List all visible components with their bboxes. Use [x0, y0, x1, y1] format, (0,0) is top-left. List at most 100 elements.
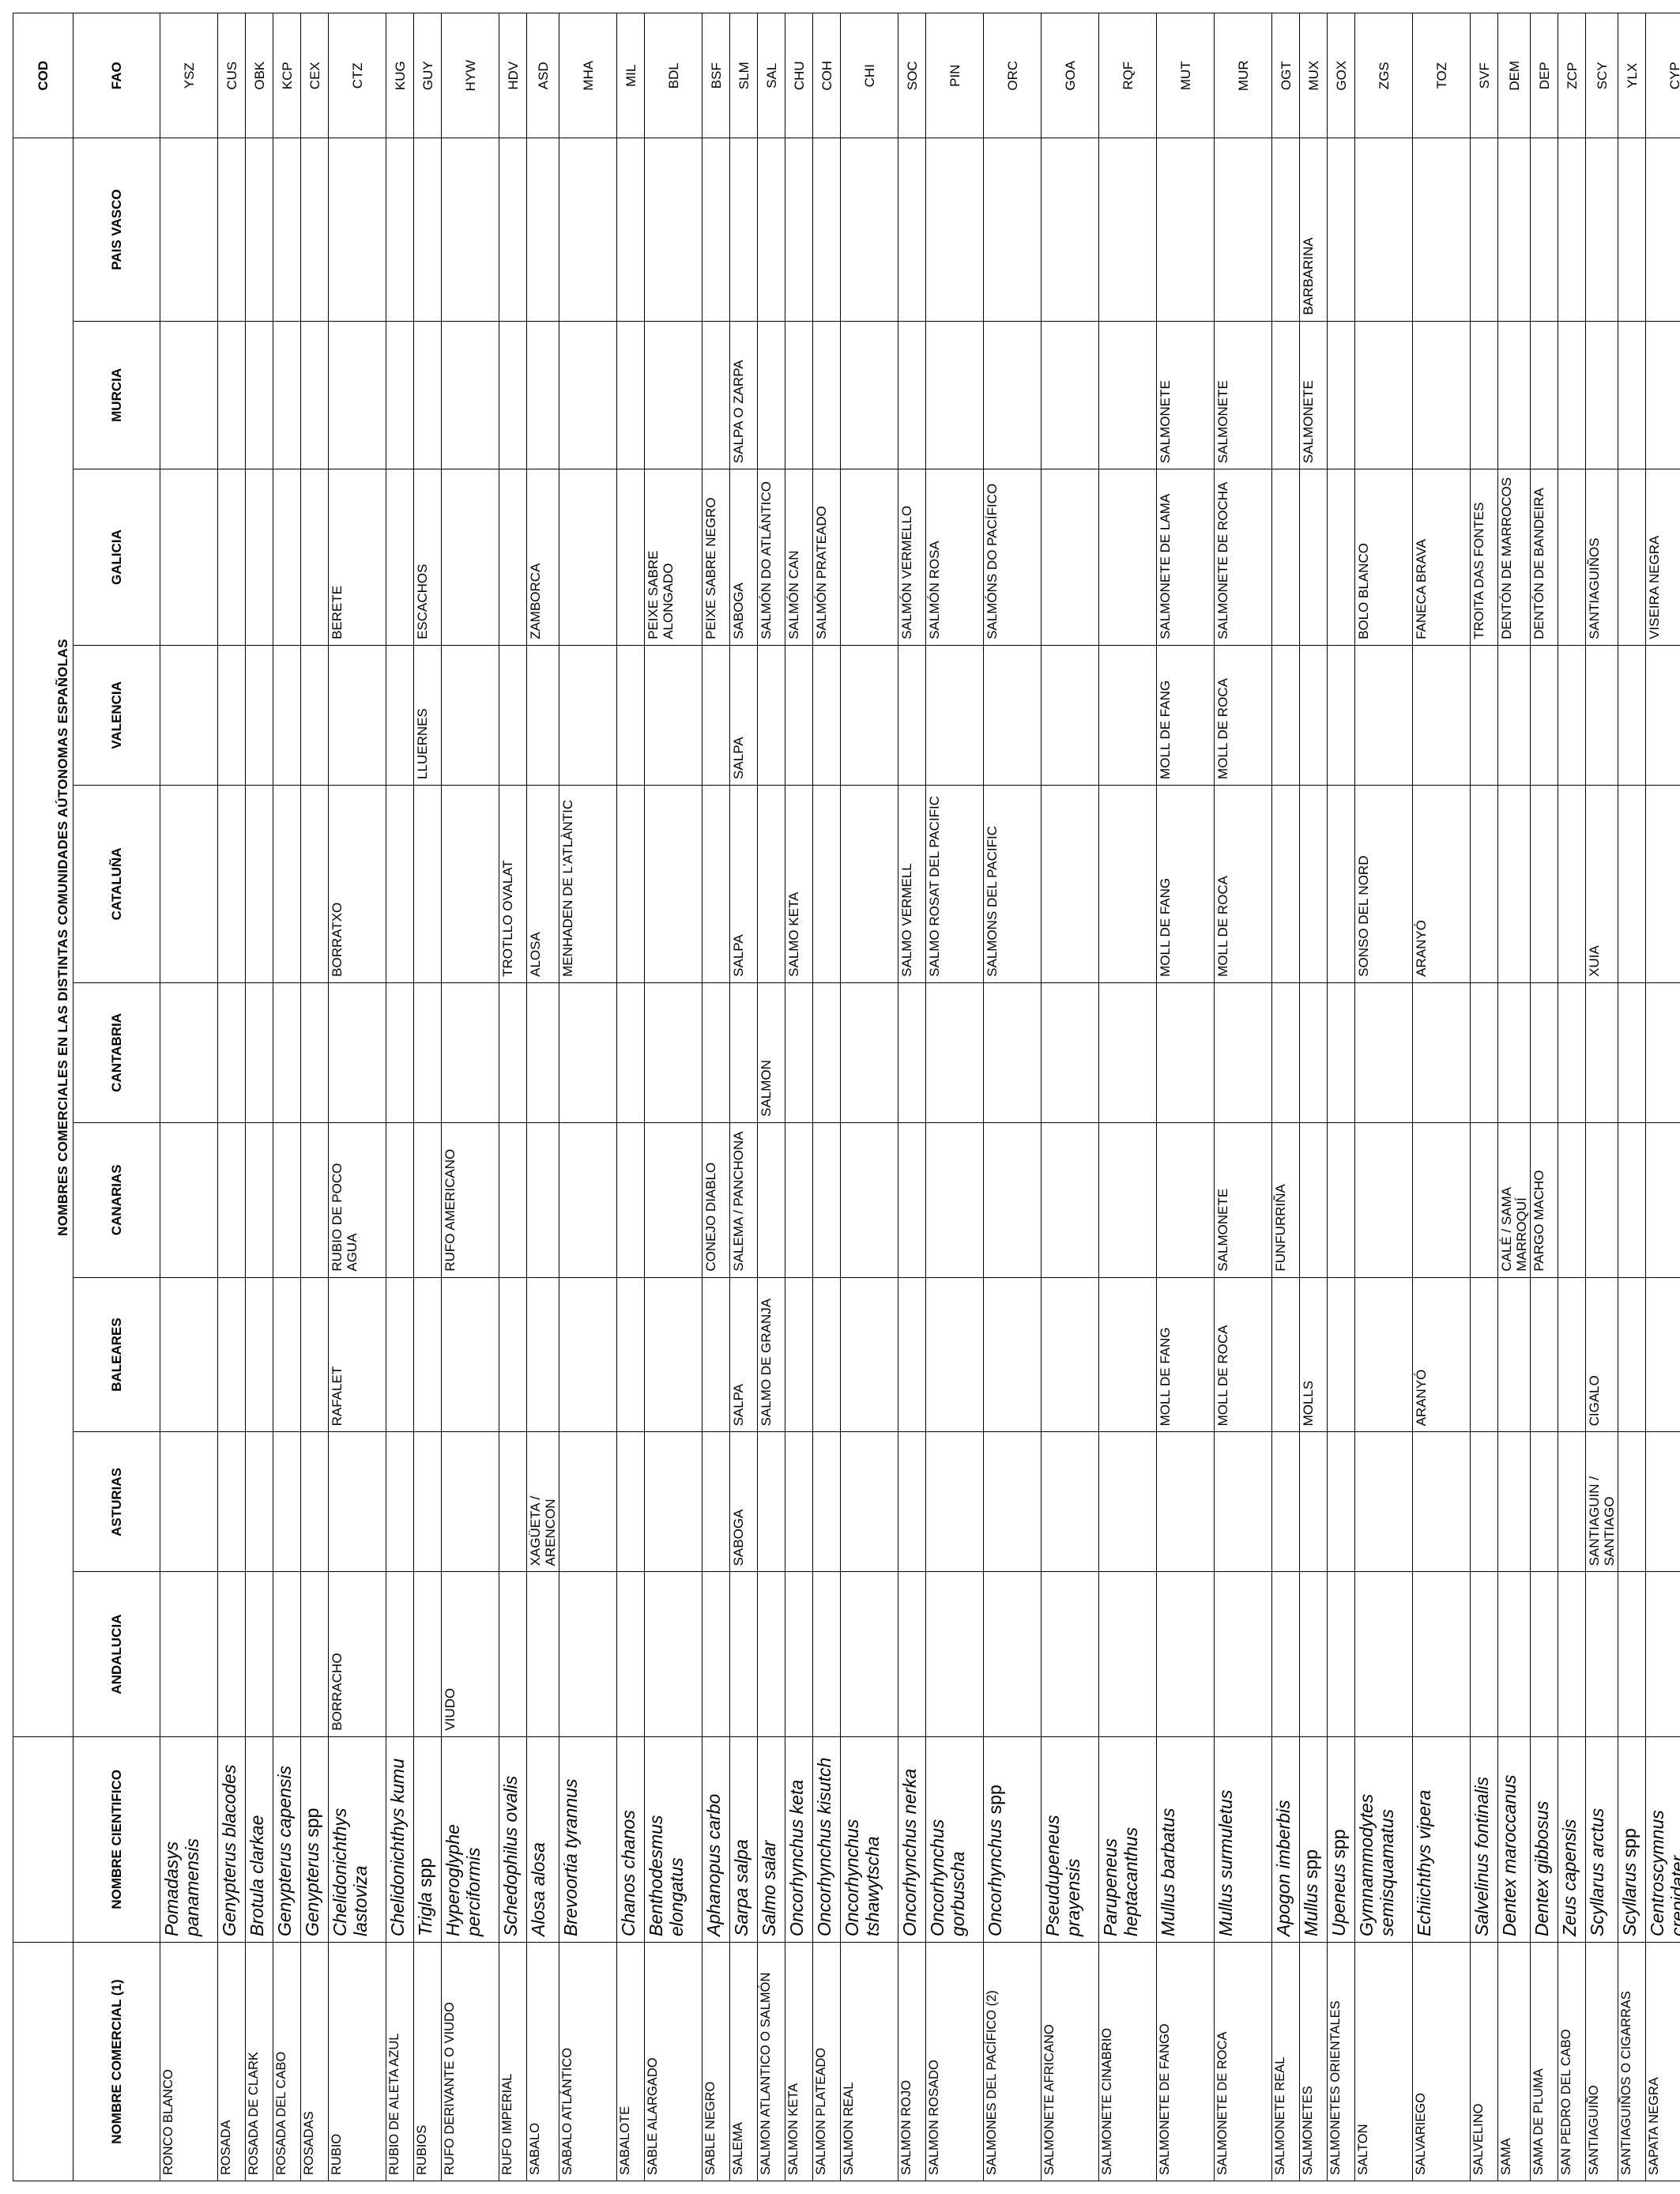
- region-name-cell: [1299, 469, 1328, 646]
- region-name-cell: [1645, 1277, 1680, 1432]
- region-name-cell: [785, 982, 813, 1123]
- region-name-cell: [300, 321, 329, 469]
- region-name-cell: [840, 138, 898, 322]
- table-row: SABLE ALARGADO Benthodesmus elongatus PEIX…: [644, 13, 703, 2181]
- region-name-cell: [644, 645, 703, 786]
- region-name-cell: [1558, 469, 1586, 646]
- region-name-cell: [1354, 1571, 1413, 1737]
- region-name-cell: [1354, 982, 1413, 1123]
- region-name-cell: [413, 1122, 442, 1278]
- region-name-cell: [160, 982, 218, 1123]
- region-name-cell: SALPA: [729, 645, 758, 786]
- fao-code-cell: TOZ: [1412, 13, 1471, 138]
- region-name-cell: [526, 321, 559, 469]
- region-name-cell: [441, 645, 499, 786]
- region-name-cell: [1271, 469, 1300, 646]
- region-name-cell: [1497, 785, 1531, 983]
- region-name-cell: [300, 1277, 329, 1432]
- region-name-cell: [217, 321, 246, 469]
- fao-code-cell: HYW: [441, 13, 499, 138]
- region-name-cell: [840, 321, 898, 469]
- region-name-cell: [898, 645, 926, 786]
- region-name-cell: [526, 138, 559, 322]
- region-name-cell: [1618, 1571, 1646, 1737]
- region-name-cell: [812, 1431, 841, 1572]
- commercial-name-cell: SAPATA NEGRA: [1645, 1942, 1680, 2181]
- region-name-cell: [1645, 1571, 1680, 1737]
- region-name-cell: [526, 1122, 559, 1278]
- region-name-cell: [840, 982, 898, 1123]
- region-name-cell: [160, 645, 218, 786]
- fao-code-cell: SCY: [1585, 13, 1618, 138]
- commercial-names-table: NOMBRES COMERCIALES EN LAS DISTINTAS COM…: [13, 13, 1680, 2181]
- region-name-cell: SALMONETE: [1214, 321, 1272, 469]
- table-row: RUBIO DE ALETA AZUL Chelidonichthys kumu K…: [386, 13, 414, 2181]
- table-row: SALMON ROJO Oncorhynchus nerka SALMO VERME…: [898, 13, 926, 2181]
- fao-code-cell: MIL: [616, 13, 645, 138]
- region-name-cell: [441, 785, 499, 983]
- region-name-cell: [1530, 645, 1558, 786]
- region-name-cell: [757, 138, 785, 322]
- region-name-cell: BORRACHO: [328, 1571, 386, 1737]
- commercial-name-cell: SAN PEDRO DEL CABO: [1558, 1942, 1586, 2181]
- region-name-cell: [840, 645, 898, 786]
- region-name-cell: [499, 1571, 527, 1737]
- region-name-cell: [812, 321, 841, 469]
- table-row: ROSADA DEL CABO Genypterus capensis KCP: [273, 13, 301, 2181]
- region-name-cell: [273, 469, 301, 646]
- commercial-name-cell: SALMON REAL: [840, 1942, 898, 2181]
- region-name-cell: [245, 1571, 273, 1737]
- fao-code-cell: SAL: [757, 13, 785, 138]
- region-name-cell: SALMÓN ROSA: [925, 469, 984, 646]
- region-name-cell: [840, 1431, 898, 1572]
- region-name-cell: [702, 1431, 730, 1572]
- region-name-cell: [217, 785, 246, 983]
- region-name-cell: [328, 982, 386, 1123]
- region-name-cell: [983, 1431, 1042, 1572]
- region-name-cell: [1558, 1277, 1586, 1432]
- scientific-name-cell: Scyllarus arctus: [1585, 1736, 1618, 1943]
- region-name-cell: [1098, 1571, 1157, 1737]
- region-name-cell: [1618, 321, 1646, 469]
- fao-code-cell: MUX: [1299, 13, 1328, 138]
- region-name-cell: [1530, 982, 1558, 1123]
- region-name-cell: [616, 1122, 645, 1278]
- region-name-cell: [1041, 1277, 1099, 1432]
- region-name-cell: VISEIRA NEGRA: [1645, 469, 1680, 646]
- fao-code-cell: HDV: [499, 13, 527, 138]
- region-name-cell: [217, 138, 246, 322]
- column-header-cataluna: CATALUÑA: [73, 785, 160, 983]
- region-name-cell: [812, 1571, 841, 1737]
- region-name-cell: [812, 982, 841, 1123]
- region-name-cell: [499, 1431, 527, 1572]
- table-row: SANTIAGUIÑO Scyllarus arctus SANTIAGUIN / …: [1585, 13, 1618, 2181]
- region-name-cell: [328, 138, 386, 322]
- region-name-cell: [702, 138, 730, 322]
- region-name-cell: [1618, 785, 1646, 983]
- region-name-cell: [273, 1277, 301, 1432]
- region-name-cell: [1470, 982, 1498, 1123]
- region-name-cell: [1470, 1571, 1498, 1737]
- region-name-cell: [245, 1431, 273, 1572]
- region-name-cell: MOLL DE ROCA: [1214, 1277, 1272, 1432]
- column-header-commercial-name: NOMBRE COMERCIAL (1): [73, 1942, 160, 2181]
- fao-code-cell: MUR: [1214, 13, 1272, 138]
- rotated-page: NOMBRES COMERCIALES EN LAS DISTINTAS COM…: [13, 13, 1680, 2181]
- region-name-cell: [526, 645, 559, 786]
- region-name-cell: [1327, 1571, 1355, 1737]
- region-name-cell: [785, 645, 813, 786]
- region-name-cell: [1041, 321, 1099, 469]
- scientific-name-cell: Oncorhynchus keta: [785, 1736, 813, 1943]
- region-name-cell: [1412, 982, 1471, 1123]
- region-name-cell: ALOSA: [526, 785, 559, 983]
- region-name-cell: [812, 645, 841, 786]
- scientific-name-cell: Oncorhynchus kisutch: [812, 1736, 841, 1943]
- region-name-cell: [757, 645, 785, 786]
- region-name-cell: [812, 138, 841, 322]
- region-name-cell: [1214, 982, 1272, 1123]
- region-name-cell: [702, 1277, 730, 1432]
- region-name-cell: [812, 1122, 841, 1278]
- header-blank-left: [13, 1942, 73, 2181]
- region-name-cell: [1098, 321, 1157, 469]
- region-name-cell: [499, 138, 527, 322]
